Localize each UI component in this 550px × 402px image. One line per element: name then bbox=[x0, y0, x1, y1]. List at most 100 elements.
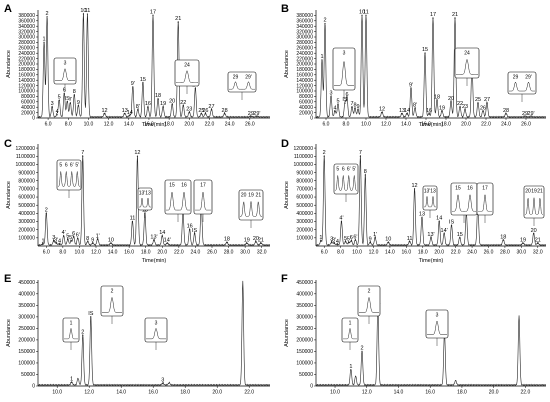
x-tick-label: 10.0 bbox=[75, 250, 85, 256]
y-tick-label: 180000 bbox=[18, 67, 35, 73]
x-tick-label: 14.0 bbox=[116, 390, 126, 396]
peak-apex bbox=[97, 238, 99, 241]
panel-c: C Abundance 100000 200000 300000 400000 500000… bbox=[4, 138, 270, 264]
peak-label: 3' bbox=[54, 238, 58, 244]
peak-label: 1 bbox=[319, 235, 322, 241]
peak-apex bbox=[522, 242, 524, 245]
peak-apex bbox=[90, 316, 92, 318]
inset-label: 6' bbox=[70, 163, 74, 169]
y-tick-label: 0 bbox=[32, 384, 35, 390]
peak-apex bbox=[450, 101, 452, 103]
y-tick-label: 140000 bbox=[18, 78, 35, 84]
peak-label: 3 bbox=[51, 101, 54, 107]
inset-trace bbox=[55, 68, 75, 81]
x-tick-label: 22.0 bbox=[174, 250, 184, 256]
y-tick-label: 0 bbox=[310, 116, 313, 122]
panel-letter: F bbox=[281, 273, 288, 285]
peak-label: 4' bbox=[339, 216, 343, 222]
zoom-inset: 15 16 bbox=[164, 179, 192, 222]
inset-trace bbox=[334, 175, 358, 191]
inset-trace bbox=[424, 196, 436, 208]
x-tick-label: 14.0 bbox=[124, 122, 134, 128]
inset-label: 15 bbox=[169, 183, 175, 189]
peak-label: 6 bbox=[72, 231, 75, 237]
x-tick-label: 16.0 bbox=[148, 390, 158, 396]
peak-apex bbox=[226, 242, 228, 244]
x-axis-title: Time(min) bbox=[142, 122, 167, 128]
x-tick-label: 14.0 bbox=[385, 250, 395, 256]
inset-label: 1 bbox=[70, 321, 73, 327]
peak-label: 21 bbox=[258, 238, 264, 244]
peak-apex bbox=[255, 241, 257, 243]
inset-label: 5' bbox=[75, 163, 79, 169]
peak-apex bbox=[171, 103, 173, 106]
peak-label: 10 bbox=[80, 8, 86, 14]
peak-label: 16 bbox=[426, 108, 432, 114]
y-tick-label: 400000 bbox=[296, 211, 313, 217]
zoom-inset: 20 19 21 bbox=[523, 185, 545, 226]
peak-apex bbox=[357, 109, 359, 111]
x-tick-label: 24.0 bbox=[191, 250, 201, 256]
peak-label: 2 bbox=[46, 11, 49, 17]
x-tick-label: 8.0 bbox=[343, 122, 350, 128]
y-tick-label: 200000 bbox=[296, 227, 313, 233]
peak-apex bbox=[77, 105, 79, 107]
peak-apex bbox=[66, 101, 68, 103]
peak-label: 19 bbox=[160, 101, 166, 107]
y-tick-label: 0 bbox=[310, 384, 313, 390]
y-axis-title: Abundance bbox=[6, 50, 12, 78]
y-tick-label: 320000 bbox=[18, 29, 35, 35]
y-tick-label: 300000 bbox=[296, 35, 313, 41]
x-tick-label: 12.0 bbox=[91, 250, 101, 256]
zoom-inset: 13' 13 bbox=[422, 185, 438, 218]
peak-label: IS bbox=[65, 96, 71, 102]
peak-apex bbox=[131, 220, 134, 223]
inset-label: 1 bbox=[349, 321, 352, 327]
peak-apex bbox=[482, 110, 484, 112]
peak-label: 18 bbox=[224, 237, 230, 243]
peak-label: 4 bbox=[58, 238, 61, 244]
x-tick-label: 6.0 bbox=[321, 250, 328, 256]
inset-trace bbox=[195, 191, 211, 211]
x-tick-label: 32.0 bbox=[533, 250, 543, 256]
peak-label: 5 bbox=[58, 94, 61, 100]
peak-label: 5' bbox=[69, 235, 73, 241]
y-tick-label: 400000 bbox=[296, 292, 313, 298]
peak-apex bbox=[200, 113, 203, 115]
peak-label: 25 bbox=[475, 97, 481, 103]
peak-label: IS bbox=[449, 220, 455, 226]
y-tick-label: 350000 bbox=[18, 303, 35, 309]
zoom-inset: 24 bbox=[454, 47, 480, 86]
zoom-inset: 13' 13 bbox=[137, 187, 153, 218]
peak-apex bbox=[256, 116, 258, 118]
y-tick-label: 100000 bbox=[296, 361, 313, 367]
x-tick-label: 16.0 bbox=[401, 250, 411, 256]
peak-label: 29' bbox=[527, 111, 534, 117]
peak-label: 6' bbox=[76, 233, 80, 239]
x-tick-label: 30.0 bbox=[240, 250, 250, 256]
peak-label: 27 bbox=[484, 97, 490, 103]
peak-label: 2 bbox=[323, 18, 326, 24]
inset-trace bbox=[146, 327, 166, 340]
peak-label: 10 bbox=[359, 9, 365, 15]
y-tick-label: 800000 bbox=[18, 178, 35, 184]
peak-label: 21 bbox=[175, 16, 181, 22]
peak-apex bbox=[344, 241, 347, 243]
x-tick-label: 16.0 bbox=[124, 250, 134, 256]
x-tick-label: 18.0 bbox=[418, 250, 428, 256]
peak-apex bbox=[459, 237, 461, 239]
peak-apex bbox=[502, 239, 504, 241]
peak-label: 6' bbox=[353, 234, 357, 240]
peak-apex bbox=[430, 237, 432, 239]
x-tick-label: 8.0 bbox=[59, 250, 66, 256]
peak-apex bbox=[387, 242, 389, 244]
peak-apex bbox=[410, 87, 412, 89]
peak-label: 2 bbox=[360, 345, 363, 351]
panel-letter: C bbox=[4, 138, 12, 150]
peak-apex bbox=[166, 242, 168, 245]
peak-label: 12 bbox=[379, 107, 385, 113]
peak-apex bbox=[51, 106, 53, 108]
inset-label: 17 bbox=[200, 183, 206, 189]
inset-label: 17 bbox=[482, 186, 488, 192]
peak-label: 6 bbox=[350, 235, 353, 241]
